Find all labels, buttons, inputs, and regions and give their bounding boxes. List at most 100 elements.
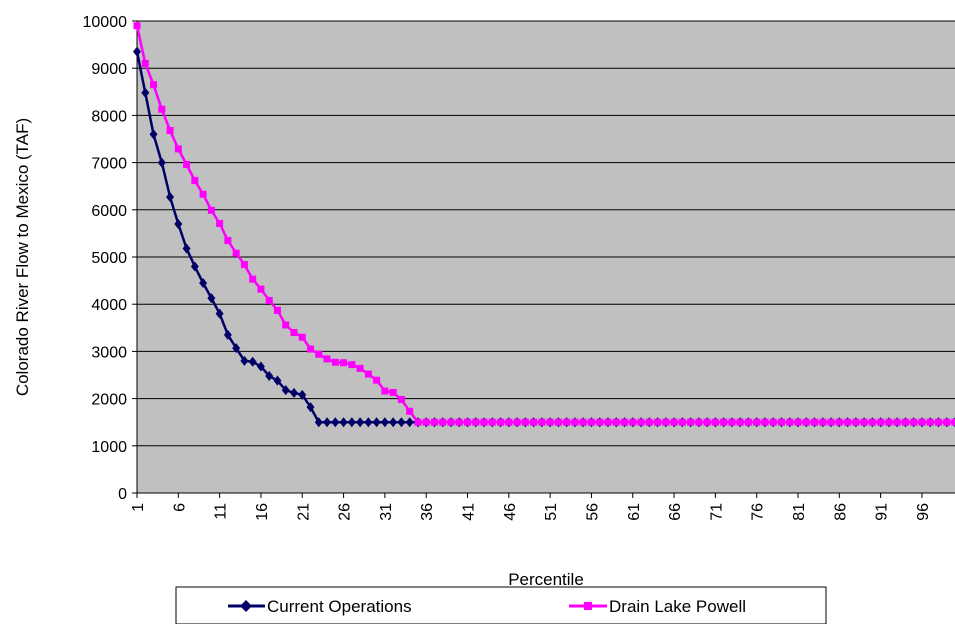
data-point bbox=[596, 418, 604, 426]
x-tick-label: 96 bbox=[915, 503, 932, 521]
data-point bbox=[183, 160, 191, 168]
data-point bbox=[488, 418, 496, 426]
data-point bbox=[455, 418, 463, 426]
data-point bbox=[761, 418, 769, 426]
x-tick-label: 6 bbox=[171, 503, 188, 512]
data-point bbox=[736, 418, 744, 426]
data-point bbox=[505, 418, 513, 426]
data-point bbox=[802, 418, 810, 426]
data-point bbox=[182, 243, 191, 254]
data-point bbox=[207, 206, 215, 214]
data-point bbox=[604, 418, 612, 426]
data-point bbox=[612, 418, 620, 426]
x-tick-label: 36 bbox=[419, 503, 436, 521]
data-point bbox=[331, 358, 339, 366]
x-tick-label: 46 bbox=[502, 503, 519, 521]
data-point bbox=[232, 249, 240, 257]
data-point bbox=[827, 418, 835, 426]
y-tick-label: 8000 bbox=[91, 108, 127, 125]
data-point bbox=[249, 275, 257, 283]
data-point bbox=[150, 81, 158, 89]
data-point bbox=[472, 418, 480, 426]
y-tick-label: 6000 bbox=[91, 203, 127, 220]
y-tick-label: 2000 bbox=[91, 392, 127, 409]
data-point bbox=[298, 389, 307, 400]
data-point bbox=[364, 370, 372, 378]
data-point bbox=[191, 177, 199, 185]
y-tick-label: 9000 bbox=[91, 61, 127, 78]
data-point bbox=[224, 236, 232, 244]
data-point bbox=[397, 396, 405, 404]
data-point bbox=[744, 418, 752, 426]
data-point bbox=[422, 418, 430, 426]
data-point bbox=[405, 417, 414, 428]
data-point bbox=[620, 418, 628, 426]
data-point bbox=[728, 418, 736, 426]
y-tick-label: 10000 bbox=[83, 14, 128, 31]
data-point bbox=[430, 418, 438, 426]
x-tick-label: 61 bbox=[626, 503, 643, 521]
data-point bbox=[918, 418, 926, 426]
data-point bbox=[199, 190, 207, 198]
y-tick-label: 3000 bbox=[91, 344, 127, 361]
data-point bbox=[372, 417, 381, 428]
data-point bbox=[538, 418, 546, 426]
y-axis-title: Colorado River Flow to Mexico (TAF) bbox=[13, 118, 32, 396]
legend: Current Operations Drain Lake Powell bbox=[175, 586, 827, 624]
data-point bbox=[240, 355, 249, 366]
data-point bbox=[563, 418, 571, 426]
x-tick-label: 91 bbox=[874, 503, 891, 521]
series-drain-lake-powell bbox=[133, 22, 955, 426]
data-point bbox=[248, 356, 257, 367]
data-point bbox=[307, 345, 315, 353]
data-point bbox=[339, 417, 348, 428]
data-point bbox=[711, 418, 719, 426]
data-point bbox=[364, 417, 373, 428]
y-tick-label: 7000 bbox=[91, 156, 127, 173]
data-point bbox=[356, 364, 364, 372]
data-point bbox=[901, 418, 909, 426]
data-point bbox=[331, 417, 340, 428]
data-point bbox=[720, 418, 728, 426]
data-point bbox=[190, 261, 199, 272]
data-point bbox=[835, 418, 843, 426]
data-point bbox=[265, 296, 273, 304]
data-point bbox=[314, 417, 323, 428]
data-point bbox=[157, 157, 166, 168]
data-point bbox=[232, 343, 241, 354]
data-point bbox=[273, 306, 281, 314]
legend-powell-label: Drain Lake Powell bbox=[609, 597, 746, 616]
data-point bbox=[306, 402, 315, 413]
axes bbox=[132, 20, 955, 498]
data-point bbox=[513, 418, 521, 426]
data-point bbox=[497, 418, 505, 426]
data-point bbox=[852, 418, 860, 426]
x-tick-label: 56 bbox=[584, 503, 601, 521]
y-tick-label: 0 bbox=[118, 486, 127, 503]
data-point bbox=[256, 361, 265, 372]
data-point bbox=[877, 418, 885, 426]
data-point bbox=[347, 417, 356, 428]
data-point bbox=[662, 418, 670, 426]
data-point bbox=[174, 145, 182, 153]
x-tick-label: 66 bbox=[667, 503, 684, 521]
data-point bbox=[133, 46, 141, 57]
data-point bbox=[530, 418, 538, 426]
data-point bbox=[637, 418, 645, 426]
data-point bbox=[777, 418, 785, 426]
x-tick-label: 86 bbox=[832, 503, 849, 521]
data-point bbox=[844, 418, 852, 426]
data-point bbox=[695, 418, 703, 426]
data-point bbox=[579, 418, 587, 426]
data-point bbox=[951, 418, 955, 426]
x-tick-label: 31 bbox=[378, 503, 395, 521]
data-point bbox=[166, 192, 175, 203]
data-point bbox=[794, 418, 802, 426]
data-point bbox=[223, 329, 232, 340]
data-point bbox=[943, 418, 951, 426]
x-tick-label: 21 bbox=[295, 503, 312, 521]
data-point bbox=[273, 375, 282, 386]
data-point bbox=[158, 105, 166, 113]
legend-box bbox=[175, 586, 827, 624]
y-tick-label: 5000 bbox=[91, 250, 127, 267]
